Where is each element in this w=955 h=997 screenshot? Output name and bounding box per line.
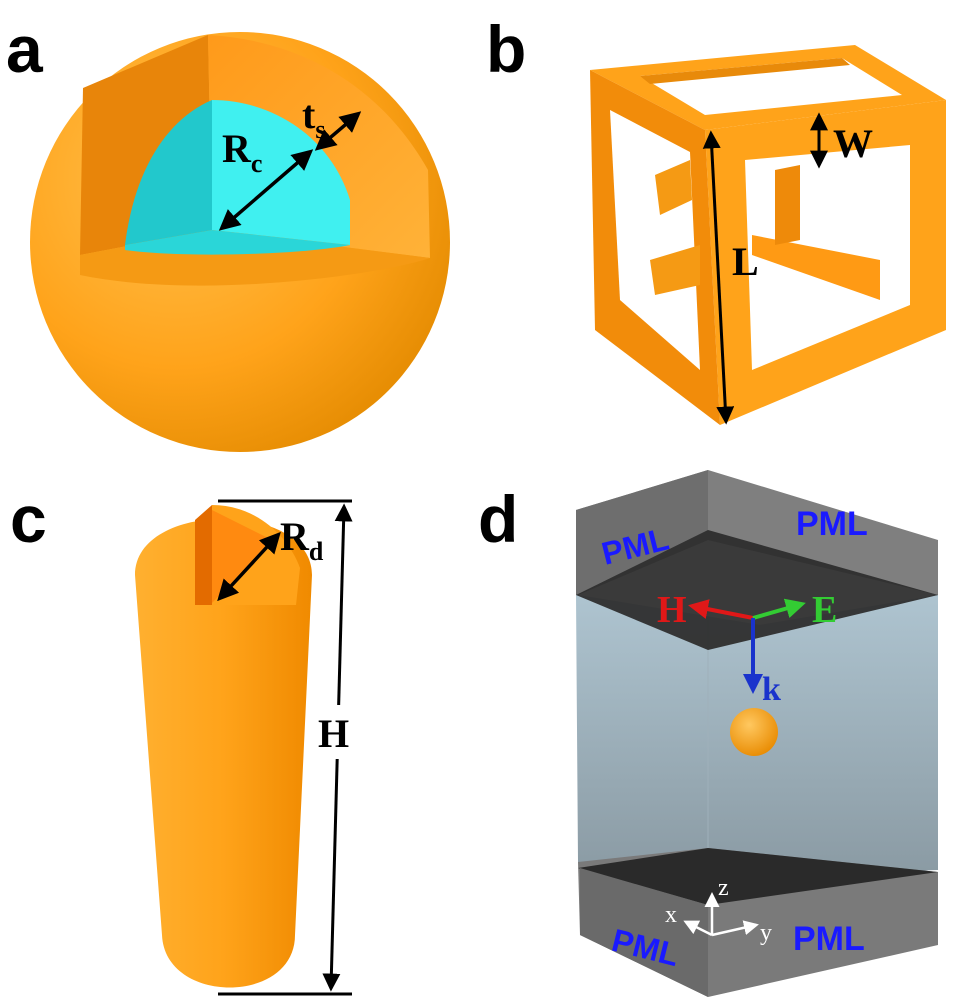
nanorod: Rd H — [135, 499, 358, 996]
core-face-bottom — [125, 230, 350, 255]
axis-x-label: x — [665, 902, 677, 928]
coordinate-axes: z y x — [665, 875, 772, 946]
panel-b-letter: b — [486, 12, 527, 86]
rod-body — [135, 518, 312, 988]
axis-y-label: y — [760, 920, 772, 946]
cube-frame: W L — [590, 45, 946, 425]
core-radius-label: Rc — [222, 126, 262, 178]
h-field-arrow — [688, 599, 754, 620]
panel-c-letter: c — [10, 482, 47, 556]
e-field-label: E — [812, 589, 837, 631]
e-field-arrow — [752, 598, 806, 620]
pml-bottom-inner-face — [578, 848, 938, 905]
core-face-left — [125, 100, 212, 245]
edge-length-arrow — [702, 130, 735, 425]
core-radius-arrow — [218, 149, 314, 231]
core-shell-sphere: Rc ts — [30, 32, 450, 452]
axis-z-label: z — [718, 875, 729, 901]
cap-cut-left — [195, 505, 212, 605]
edge-length-label: L — [732, 239, 759, 284]
cap-radius-arrow — [217, 531, 281, 602]
pml-label-bottom-right: PML — [793, 920, 865, 958]
panel-a-letter: a — [6, 12, 43, 86]
shell-thickness-label: ts — [302, 92, 325, 144]
x-axis-arrow — [683, 920, 713, 937]
h-field-label: H — [657, 589, 687, 631]
cap-radius-label: Rd — [280, 514, 324, 566]
k-vector-label: k — [762, 671, 781, 708]
shell-thickness-arrow — [314, 111, 362, 151]
simulation-box: PML PML PML PML H E k z y x — [576, 470, 938, 997]
y-axis-arrow — [711, 920, 759, 937]
wall-width-label: W — [833, 121, 873, 166]
pml-label-top-right: PML — [796, 505, 868, 543]
panel-d-letter: d — [478, 482, 519, 556]
height-label: H — [318, 711, 349, 756]
particle-sphere — [730, 708, 778, 756]
